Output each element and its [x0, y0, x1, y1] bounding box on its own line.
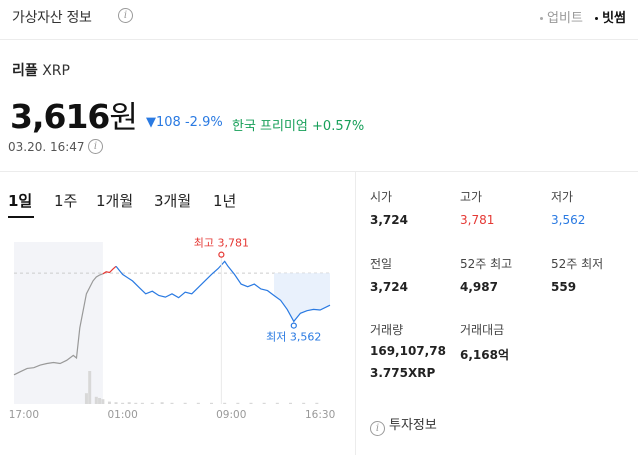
asset-symbol: XRP [42, 63, 70, 79]
volume-bar [183, 402, 187, 404]
x-tick-label: 01:00 [107, 409, 137, 421]
volume-bar [107, 401, 111, 404]
stat-open: 시가 3,724 [370, 188, 460, 227]
exchange-option-bithumb[interactable]: 빗썸 [595, 7, 626, 26]
stat-value: 3,724 [370, 213, 408, 227]
low-fill [274, 273, 330, 322]
volume-bar [140, 402, 144, 404]
tab-1month[interactable]: 1개월 [96, 192, 134, 210]
prev-day-series [13, 273, 104, 376]
change-amount: 108 [156, 115, 181, 130]
volume-bar [249, 402, 253, 404]
header: 가상자산 정보 i 업비트 빗썸 [0, 0, 638, 40]
tab-1day[interactable]: 1일 [8, 192, 33, 210]
volume-bar [160, 402, 164, 404]
low-label: 최저 3,562 [266, 331, 321, 344]
volume-bar [210, 402, 213, 404]
tab-3months[interactable]: 3개월 [154, 192, 192, 210]
tab-1week[interactable]: 1주 [54, 192, 78, 210]
page-title: 가상자산 정보 [12, 10, 92, 26]
volume-bar [196, 402, 200, 404]
exchange-label: 업비트 [547, 11, 583, 26]
volume-bar [98, 398, 102, 404]
low-marker [290, 322, 297, 329]
info-icon: i [370, 421, 385, 436]
volume-bar [262, 402, 266, 404]
price-change: ▼108 -2.9% [146, 115, 223, 130]
stat-label: 저가 [551, 190, 574, 204]
stat-low: 저가 3,562 [551, 188, 638, 227]
volume-bar [302, 402, 306, 404]
price-chart[interactable]: 최고 3,781 최저 3,562 17:00 01:00 09:00 16:30 [0, 232, 340, 432]
volume-bar [114, 402, 118, 404]
stat-value: 3,724 [370, 280, 408, 294]
exchange-option-upbit[interactable]: 업비트 [540, 7, 583, 26]
exchange-selector: 업비트 빗썸 [532, 7, 626, 26]
volume-bar [88, 371, 92, 404]
stat-high: 고가 3,781 [460, 188, 550, 227]
stat-label: 거래대금 [460, 323, 505, 337]
active-tab-indicator [8, 216, 34, 218]
x-tick-label: 16:30 [305, 409, 335, 421]
today-down-series [115, 260, 331, 323]
stat-52w-low: 52주 최저 559 [551, 255, 638, 294]
invest-info-label: 투자정보 [389, 418, 437, 433]
high-label: 최고 3,781 [194, 237, 249, 250]
price-value: 3,616 [10, 97, 110, 136]
x-tick-label: 09:00 [216, 409, 246, 421]
volume-bar [101, 399, 105, 404]
info-icon[interactable]: i [118, 8, 133, 23]
divider [355, 172, 356, 455]
bullet-icon [595, 17, 599, 20]
timestamp: 03.20. 16:47 [8, 140, 85, 154]
stat-label: 고가 [460, 190, 483, 204]
volume-bar [150, 402, 154, 404]
info-icon[interactable]: i [88, 139, 103, 154]
volume-bar [94, 396, 98, 404]
prev-day-shade [14, 242, 103, 404]
stat-label: 거래량 [370, 323, 404, 337]
bullet-icon [540, 17, 544, 20]
stat-label: 52주 최고 [460, 257, 513, 271]
volume-bar [223, 402, 227, 404]
volume-bar [315, 402, 319, 404]
stat-label: 시가 [370, 190, 393, 204]
price-unit: 원 [109, 100, 138, 136]
volume-bar [84, 393, 88, 404]
stat-volume: 거래량 169,107,78 3.775XRP [370, 321, 460, 384]
stat-52w-high: 52주 최고 4,987 [460, 255, 550, 294]
divider [0, 171, 638, 172]
stat-value: 4,987 [460, 280, 498, 294]
asset-name-ko: 리플 [12, 63, 38, 79]
stat-value: 3,781 [460, 213, 495, 227]
volume-bar [127, 402, 131, 404]
stat-label: 52주 최저 [551, 257, 604, 271]
x-tick-label: 17:00 [9, 409, 39, 421]
today-up-series [102, 265, 117, 275]
invest-info-link[interactable]: i 투자정보 [370, 414, 437, 436]
volume-bar [236, 402, 240, 404]
change-percent: -2.9% [184, 115, 223, 130]
volume-bar [121, 402, 125, 404]
stat-value: 559 [551, 280, 577, 294]
asset-name: 리플 XRP [12, 60, 70, 80]
korea-premium: 한국 프리미엄 +0.57% [232, 119, 365, 134]
volume-bar [134, 402, 138, 404]
stat-label: 전일 [370, 257, 393, 271]
exchange-label: 빗썸 [602, 11, 626, 26]
stat-prev-close: 전일 3,724 [370, 255, 460, 294]
stat-value: 169,107,78 3.775XRP [370, 340, 460, 384]
volume-bar [275, 402, 279, 404]
volume-bar [289, 402, 292, 404]
high-marker [218, 251, 225, 258]
volume-line-2: 3.775XRP [370, 366, 436, 380]
down-arrow-icon: ▼ [146, 115, 156, 130]
current-price: 3,616원 [10, 92, 138, 137]
tab-1year[interactable]: 1년 [213, 192, 237, 210]
stat-value: 3,562 [551, 213, 586, 227]
stat-value: 6,168억 [460, 348, 509, 362]
stat-trade-value: 거래대금 6,168억 [460, 321, 550, 363]
volume-bar [170, 402, 174, 404]
volume-line-1: 169,107,78 [370, 344, 446, 358]
